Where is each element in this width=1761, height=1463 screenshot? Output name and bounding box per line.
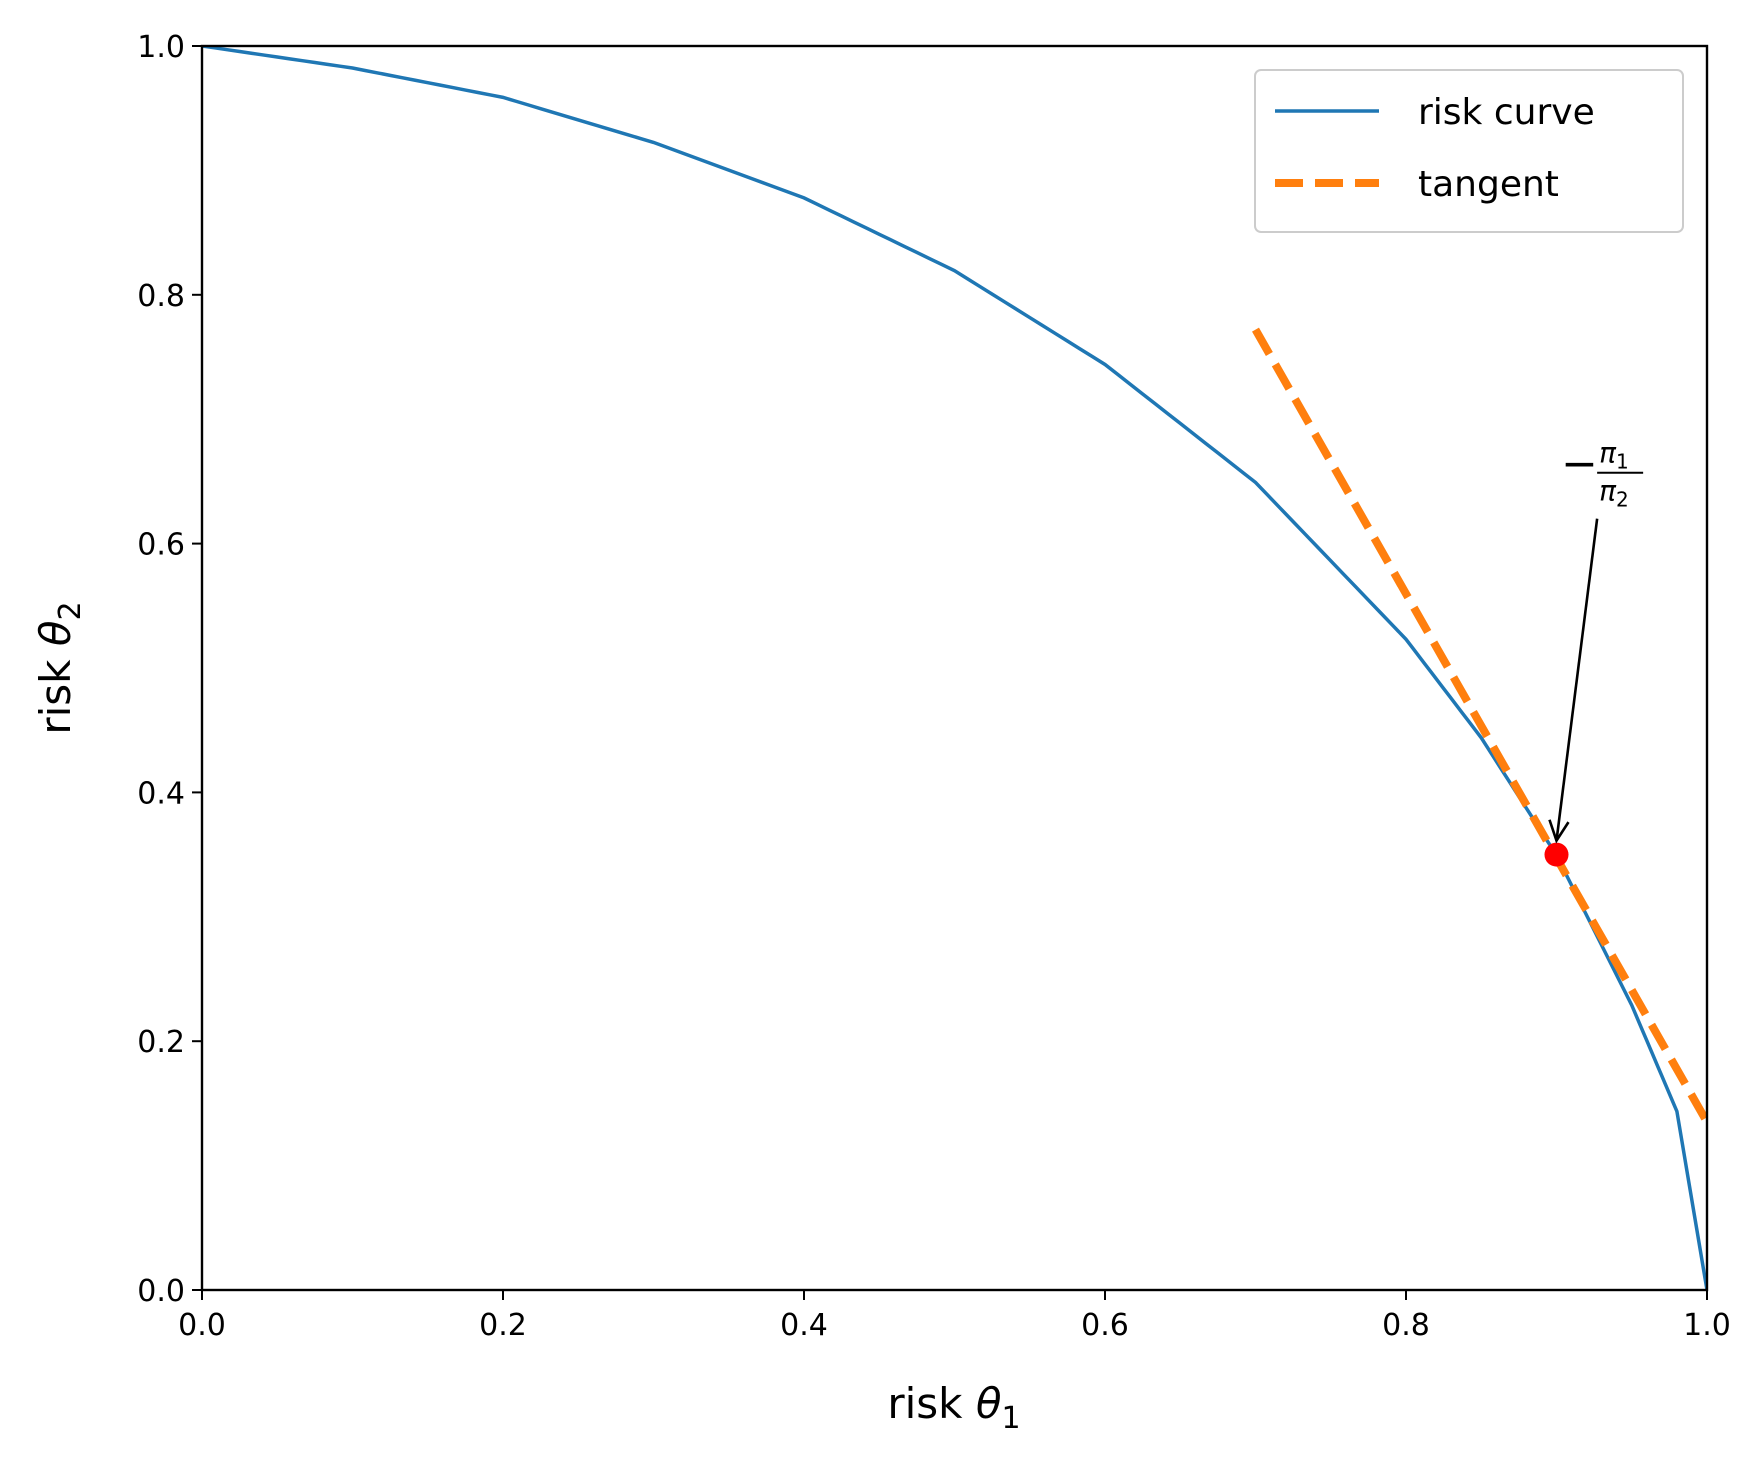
series-line-tangent <box>1252 327 1707 1125</box>
annotation-label: − π1 π2 <box>1561 437 1644 512</box>
tangent-point-marker <box>1544 842 1569 867</box>
y-tick-label: 0.4 <box>137 776 185 811</box>
annotation-arrow-line <box>1555 518 1599 841</box>
x-axis-title: risk θ1 <box>887 1379 1020 1436</box>
annotation-arrow-head <box>1548 819 1570 844</box>
annotation-minus-sign: − <box>1561 439 1598 490</box>
legend-label-risk-curve: risk curve <box>1418 92 1595 133</box>
y-axis-title: risk θ2 <box>31 601 88 734</box>
y-tick-label: 0.6 <box>137 528 185 563</box>
x-tick-label: 1.0 <box>1683 1308 1731 1343</box>
series-line-risk-curve <box>202 46 1707 1290</box>
x-axis-ticks: 0.0 0.2 0.4 0.6 0.8 1.0 <box>178 1290 1731 1343</box>
x-tick-label: 0.0 <box>178 1308 226 1343</box>
legend: risk curve tangent <box>1254 69 1684 233</box>
annotation-layer: − π1 π2 <box>1548 437 1644 844</box>
marker-layer <box>1544 842 1569 867</box>
x-tick-label: 0.2 <box>479 1308 527 1343</box>
y-axis-ticks: 0.0 0.2 0.4 0.6 0.8 1.0 <box>137 30 202 1309</box>
y-tick-label: 0.0 <box>137 1274 185 1309</box>
annotation-numerator: π1 <box>1599 437 1629 474</box>
y-tick-label: 1.0 <box>137 30 185 65</box>
y-tick-label: 0.2 <box>137 1025 185 1060</box>
series-layer <box>202 46 1707 1290</box>
legend-label-tangent: tangent <box>1418 164 1559 205</box>
x-tick-label: 0.8 <box>1382 1308 1430 1343</box>
x-tick-label: 0.6 <box>1081 1308 1129 1343</box>
x-tick-label: 0.4 <box>780 1308 828 1343</box>
plot-frame <box>200 44 1709 1292</box>
annotation-denominator: π2 <box>1599 475 1629 512</box>
y-tick-label: 0.8 <box>137 279 185 314</box>
